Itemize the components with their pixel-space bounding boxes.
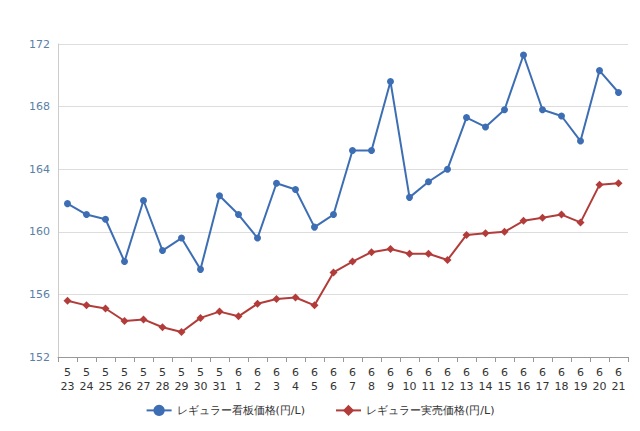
svg-text:6: 6	[330, 366, 337, 379]
svg-text:9: 9	[387, 380, 394, 393]
svg-text:19: 19	[574, 380, 588, 393]
svg-text:2: 2	[254, 380, 261, 393]
svg-text:6: 6	[463, 366, 470, 379]
svg-text:6: 6	[520, 366, 527, 379]
svg-text:レギュラー看板価格(円/L): レギュラー看板価格(円/L)	[177, 404, 305, 417]
svg-text:10: 10	[403, 380, 417, 393]
svg-text:26: 26	[118, 380, 132, 393]
svg-text:3: 3	[273, 380, 280, 393]
svg-text:31: 31	[213, 380, 227, 393]
svg-text:6: 6	[368, 366, 375, 379]
svg-text:5: 5	[178, 366, 185, 379]
svg-text:6: 6	[444, 366, 451, 379]
svg-text:156: 156	[29, 288, 50, 301]
svg-text:6: 6	[425, 366, 432, 379]
svg-text:28: 28	[156, 380, 170, 393]
svg-text:6: 6	[558, 366, 565, 379]
svg-text:6: 6	[273, 366, 280, 379]
svg-text:152: 152	[29, 351, 50, 364]
svg-text:164: 164	[29, 163, 50, 176]
svg-text:5: 5	[197, 366, 204, 379]
svg-text:13: 13	[460, 380, 474, 393]
svg-text:6: 6	[387, 366, 394, 379]
svg-text:30: 30	[194, 380, 208, 393]
svg-text:5: 5	[159, 366, 166, 379]
svg-text:5: 5	[216, 366, 223, 379]
svg-text:24: 24	[80, 380, 94, 393]
svg-text:5: 5	[83, 366, 90, 379]
svg-text:8: 8	[368, 380, 375, 393]
svg-text:6: 6	[615, 366, 622, 379]
svg-text:6: 6	[596, 366, 603, 379]
svg-text:15: 15	[498, 380, 512, 393]
svg-text:5: 5	[64, 366, 71, 379]
svg-text:7: 7	[349, 380, 356, 393]
svg-text:レギュラー実売価格(円/L): レギュラー実売価格(円/L)	[366, 404, 494, 417]
svg-text:6: 6	[539, 366, 546, 379]
svg-text:5: 5	[102, 366, 109, 379]
svg-text:11: 11	[422, 380, 436, 393]
svg-text:168: 168	[29, 100, 50, 113]
svg-text:1: 1	[235, 380, 242, 393]
svg-text:6: 6	[501, 366, 508, 379]
svg-text:18: 18	[555, 380, 569, 393]
svg-text:5: 5	[140, 366, 147, 379]
svg-text:6: 6	[330, 380, 337, 393]
svg-text:6: 6	[292, 366, 299, 379]
svg-text:25: 25	[99, 380, 113, 393]
svg-text:6: 6	[406, 366, 413, 379]
svg-text:20: 20	[593, 380, 607, 393]
svg-text:6: 6	[349, 366, 356, 379]
svg-text:21: 21	[612, 380, 626, 393]
svg-text:6: 6	[577, 366, 584, 379]
svg-text:29: 29	[175, 380, 189, 393]
svg-text:6: 6	[235, 366, 242, 379]
svg-text:12: 12	[441, 380, 455, 393]
svg-text:5: 5	[121, 366, 128, 379]
svg-text:14: 14	[479, 380, 493, 393]
svg-text:17: 17	[536, 380, 550, 393]
svg-text:27: 27	[137, 380, 151, 393]
svg-text:23: 23	[61, 380, 75, 393]
svg-text:6: 6	[311, 366, 318, 379]
svg-text:6: 6	[254, 366, 261, 379]
svg-text:172: 172	[29, 38, 50, 51]
svg-text:16: 16	[517, 380, 531, 393]
svg-text:6: 6	[482, 366, 489, 379]
svg-text:160: 160	[29, 225, 50, 238]
svg-text:4: 4	[292, 380, 299, 393]
svg-text:5: 5	[311, 380, 318, 393]
